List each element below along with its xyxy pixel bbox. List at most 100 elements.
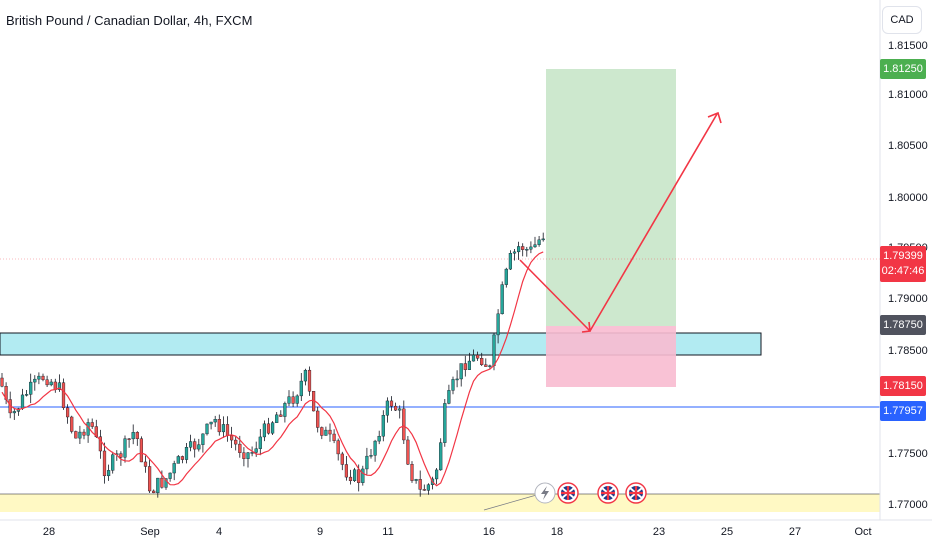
candle — [0, 377, 4, 387]
candle — [90, 422, 94, 427]
candle — [373, 440, 377, 456]
candle — [78, 431, 82, 439]
candle — [492, 334, 496, 366]
time-tick: 27 — [788, 526, 802, 538]
price-tick: 1.81500 — [888, 40, 928, 52]
candle — [287, 396, 291, 404]
price-tick: 1.80500 — [888, 140, 928, 152]
candle — [119, 453, 123, 458]
candle — [193, 441, 197, 450]
candle — [377, 435, 381, 442]
candle — [41, 375, 45, 380]
candle — [262, 423, 266, 438]
candle — [463, 363, 467, 370]
bottom-zone[interactable] — [0, 494, 880, 512]
candle — [242, 452, 246, 459]
candle — [156, 477, 160, 494]
candle — [521, 246, 525, 250]
uk-flag-icon[interactable] — [597, 482, 619, 504]
event-pointer-line — [483, 493, 541, 511]
price-tick: 1.79000 — [888, 293, 928, 305]
candle — [123, 438, 127, 458]
time-tick: 28 — [42, 526, 56, 538]
time-tick: Oct — [854, 526, 872, 538]
candle — [225, 424, 230, 436]
target-zone[interactable] — [546, 69, 676, 326]
time-tick: 4 — [215, 526, 223, 538]
candle — [106, 470, 111, 477]
candle — [471, 354, 476, 362]
candle — [422, 489, 426, 491]
candle — [139, 438, 143, 463]
candle — [541, 238, 545, 241]
candle — [20, 394, 25, 409]
candle — [361, 468, 365, 483]
candle — [49, 381, 53, 386]
blue-line-price-tag: 1.77957 — [880, 401, 926, 421]
candle — [258, 436, 262, 449]
time-tick: 23 — [652, 526, 666, 538]
candle — [439, 442, 443, 471]
candle — [476, 354, 480, 359]
candle — [426, 484, 430, 491]
candle — [451, 379, 455, 391]
candle — [488, 365, 492, 367]
candle — [316, 410, 320, 428]
candle — [217, 419, 221, 433]
candle — [389, 400, 394, 407]
candle — [279, 414, 283, 417]
lightning-icon[interactable] — [534, 482, 556, 504]
candle — [254, 448, 258, 453]
uk-flag-icon[interactable] — [625, 482, 647, 504]
candle — [459, 363, 463, 380]
time-tick: 25 — [720, 526, 734, 538]
time-tick: Sep — [140, 526, 160, 538]
bar-countdown: 02:47:46 — [881, 265, 925, 277]
candle — [250, 452, 254, 454]
candle — [246, 452, 250, 459]
candle — [143, 461, 148, 467]
moving-average-line — [1, 251, 544, 487]
candle — [172, 463, 176, 474]
candle — [82, 431, 86, 436]
candles-group — [0, 232, 545, 498]
candle — [324, 429, 328, 436]
candle — [74, 431, 78, 439]
candle — [307, 369, 312, 392]
time-tick: 16 — [482, 526, 496, 538]
uk-flag-icon[interactable] — [557, 482, 579, 504]
candle — [70, 416, 74, 432]
candle — [127, 438, 131, 440]
candle — [37, 375, 41, 380]
candle — [168, 472, 172, 479]
stop-zone[interactable] — [546, 326, 676, 387]
candle — [504, 268, 508, 285]
candle — [221, 424, 225, 433]
price-tick: 1.81000 — [888, 89, 928, 101]
forecast-arrow[interactable] — [519, 111, 722, 333]
price-tick: 1.77000 — [888, 499, 928, 511]
candle — [283, 403, 287, 417]
current-price-value: 1.79399 — [883, 250, 923, 262]
candle — [414, 479, 418, 481]
candle — [25, 394, 29, 396]
candle — [229, 435, 234, 441]
candle — [394, 405, 398, 411]
candle — [500, 284, 504, 315]
candle — [57, 382, 61, 390]
current-price-tag: 1.79399 02:47:46 — [880, 246, 926, 282]
candle — [447, 390, 451, 404]
entry-price-tag: 1.78750 — [880, 315, 926, 335]
candle — [410, 464, 414, 481]
candle — [398, 408, 402, 411]
candle — [266, 423, 271, 434]
time-tick: 11 — [382, 526, 394, 538]
symbol-title[interactable]: British Pound / Canadian Dollar, 4h, FXC… — [6, 13, 253, 28]
currency-button[interactable]: CAD — [882, 6, 922, 34]
candle — [213, 419, 217, 423]
candle — [365, 455, 369, 470]
candle — [131, 432, 135, 440]
candle — [344, 464, 348, 478]
